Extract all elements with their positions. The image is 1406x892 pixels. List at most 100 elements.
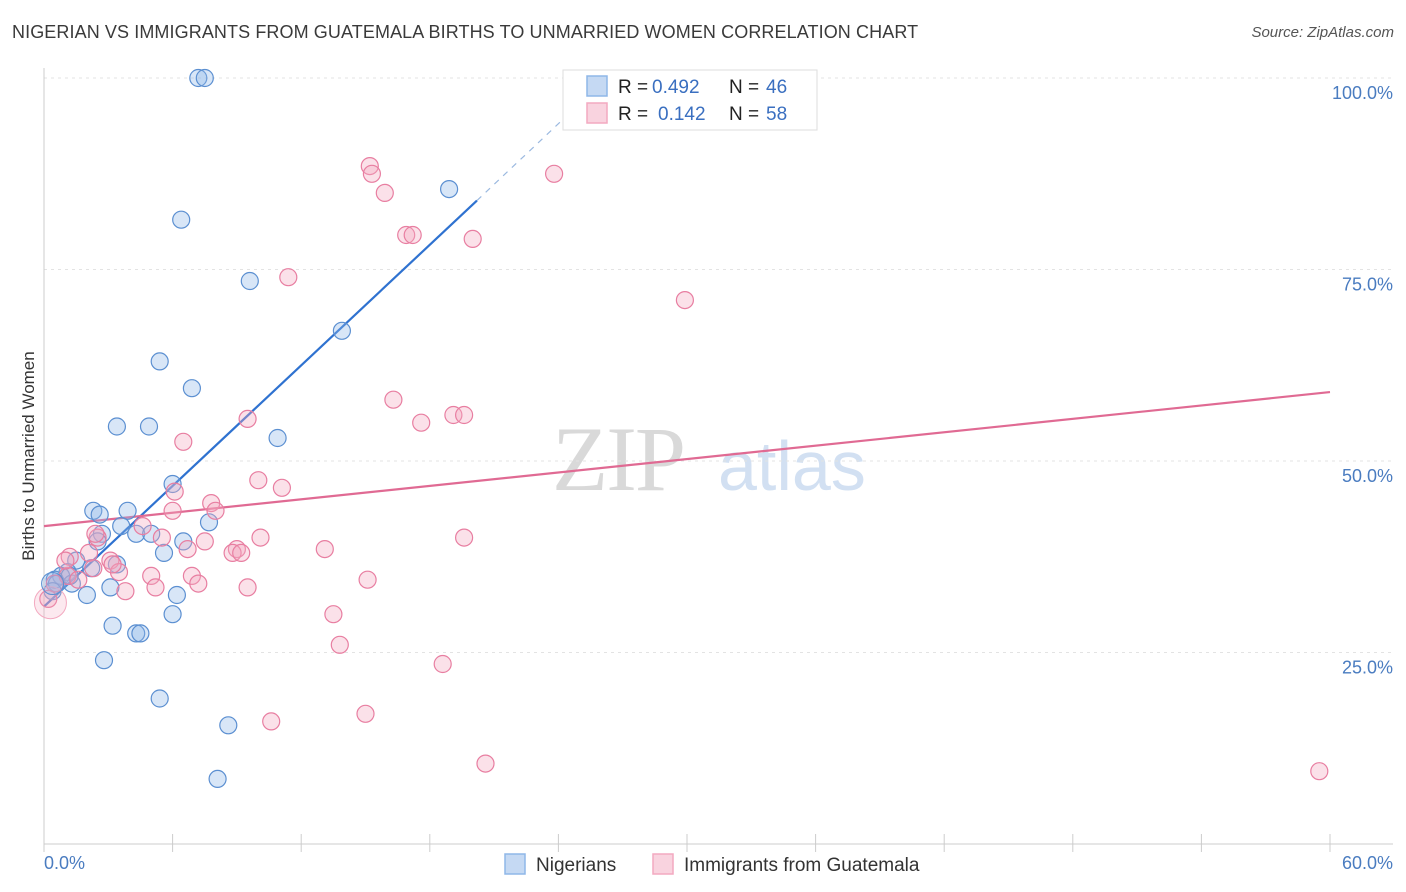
chart-title: NIGERIAN VS IMMIGRANTS FROM GUATEMALA BI… <box>12 22 919 42</box>
point-guatemala-cluster <box>33 586 67 620</box>
point-nigerians-38 <box>127 624 146 643</box>
point-nigerians-22 <box>154 543 174 563</box>
point-nigerians-cluster <box>41 572 65 596</box>
point-nigerians-4 <box>240 271 259 291</box>
point-guatemala-43 <box>146 578 165 597</box>
point-guatemala-5 <box>403 225 422 245</box>
point-nigerians-3 <box>172 210 191 229</box>
legend-r-label-1: R = <box>618 77 648 98</box>
gridlines <box>44 77 1393 653</box>
point-nigerians-9 <box>139 417 159 436</box>
point-nigerians-0 <box>189 68 208 88</box>
point-nigerians-10 <box>268 428 287 448</box>
point-guatemala-49 <box>262 712 281 731</box>
x-tick-label-min: 0.0% <box>44 853 85 873</box>
bottom-legend-swatch-nigerians <box>504 853 526 875</box>
legend-r-label-2: R = <box>618 104 648 125</box>
point-nigerians-1 <box>195 68 214 88</box>
point-nigerians-7 <box>182 379 201 398</box>
y-tick-label-25: 25.0% <box>1342 658 1393 678</box>
point-guatemala-57 <box>133 516 152 536</box>
point-guatemala-13 <box>455 405 474 425</box>
legend-n-label-1: N = <box>729 77 759 98</box>
point-guatemala-22 <box>455 528 474 547</box>
legend-swatch-guatemala <box>586 102 608 124</box>
legend-n-value-2: 58 <box>766 104 787 125</box>
trend-line-nigerians-extension <box>476 92 591 201</box>
point-guatemala-36 <box>142 566 161 586</box>
point-nigerians-16 <box>112 516 131 536</box>
point-guatemala-16 <box>272 478 291 497</box>
point-guatemala-20 <box>206 501 225 520</box>
point-guatemala-33 <box>84 559 103 578</box>
point-guatemala-46 <box>330 635 349 654</box>
legend-n-value-1: 46 <box>766 77 787 98</box>
point-guatemala-1 <box>362 164 381 183</box>
point-guatemala-44 <box>116 582 135 601</box>
point-nigerians-35 <box>167 585 186 605</box>
legend-n-label-2: N = <box>729 104 759 125</box>
point-guatemala-42 <box>238 578 257 597</box>
point-guatemala-51 <box>1310 762 1329 781</box>
point-nigerians-15 <box>199 513 219 532</box>
point-guatemala-12 <box>444 405 463 425</box>
point-guatemala-2 <box>544 164 564 183</box>
trend-lines <box>43 92 1331 608</box>
point-guatemala-27 <box>315 539 334 559</box>
point-guatemala-21 <box>251 528 270 547</box>
point-guatemala-17 <box>165 482 184 501</box>
point-guatemala-53 <box>86 524 105 543</box>
point-guatemala-7 <box>279 268 298 287</box>
watermark-atlas: atlas <box>718 427 866 505</box>
point-guatemala-24 <box>152 528 171 547</box>
point-guatemala-9 <box>384 390 403 409</box>
point-nigerians-41 <box>150 689 169 708</box>
point-guatemala-40 <box>358 570 377 589</box>
point-nigerians-13 <box>118 501 137 520</box>
point-nigerians-2 <box>440 180 459 199</box>
y-tick-label-50: 50.0% <box>1342 466 1393 486</box>
data-points <box>33 68 1329 789</box>
point-guatemala-41 <box>189 574 208 593</box>
point-guatemala-8 <box>675 291 695 310</box>
legend-r-value-1: 0.492 <box>652 77 700 98</box>
point-guatemala-10 <box>238 409 257 428</box>
point-nigerians-6 <box>150 352 169 371</box>
y-tick-labels: 25.0% 50.0% 75.0% 100.0% <box>1332 83 1393 678</box>
point-guatemala-19 <box>163 501 182 520</box>
point-guatemala-3 <box>375 183 394 202</box>
point-nigerians-5 <box>332 321 351 340</box>
chart-source: Source: ZipAtlas.com <box>1251 24 1394 41</box>
point-guatemala-4 <box>397 225 416 245</box>
point-guatemala-47 <box>433 654 452 674</box>
legend-r-value-2: 0.142 <box>658 104 706 125</box>
y-axis-label: Births to Unmarried Women <box>19 351 38 560</box>
point-nigerians-32 <box>101 578 120 597</box>
point-guatemala-45 <box>324 605 343 624</box>
point-guatemala-55 <box>178 539 197 559</box>
stats-legend: R = 0.492 N = 46 R = 0.142 N = 58 <box>562 69 818 131</box>
point-guatemala-15 <box>249 471 268 490</box>
trend-line-guatemala <box>43 390 1331 528</box>
point-nigerians-34 <box>77 585 97 605</box>
point-guatemala-14 <box>174 432 193 451</box>
bottom-legend-swatch-guatemala <box>652 853 674 875</box>
point-guatemala-11 <box>412 413 431 432</box>
series-legend: Nigerians Immigrants from Guatemala <box>504 853 920 876</box>
point-guatemala-54 <box>56 551 75 570</box>
watermark-zip: ZIP <box>552 408 684 510</box>
point-nigerians-14 <box>90 505 109 524</box>
y-tick-label-100: 100.0% <box>1332 83 1393 103</box>
point-guatemala-25 <box>195 532 214 551</box>
point-nigerians-43 <box>208 769 227 789</box>
point-guatemala-6 <box>463 229 482 248</box>
point-nigerians-8 <box>107 417 127 436</box>
point-nigerians-11 <box>163 474 182 494</box>
legend-swatch-nigerians <box>586 75 608 97</box>
bottom-legend-label-guatemala: Immigrants from Guatemala <box>684 855 920 876</box>
point-guatemala-48 <box>356 704 375 723</box>
bottom-legend-label-nigerians: Nigerians <box>536 855 616 876</box>
point-guatemala-56 <box>103 555 122 574</box>
point-guatemala-50 <box>476 754 495 773</box>
